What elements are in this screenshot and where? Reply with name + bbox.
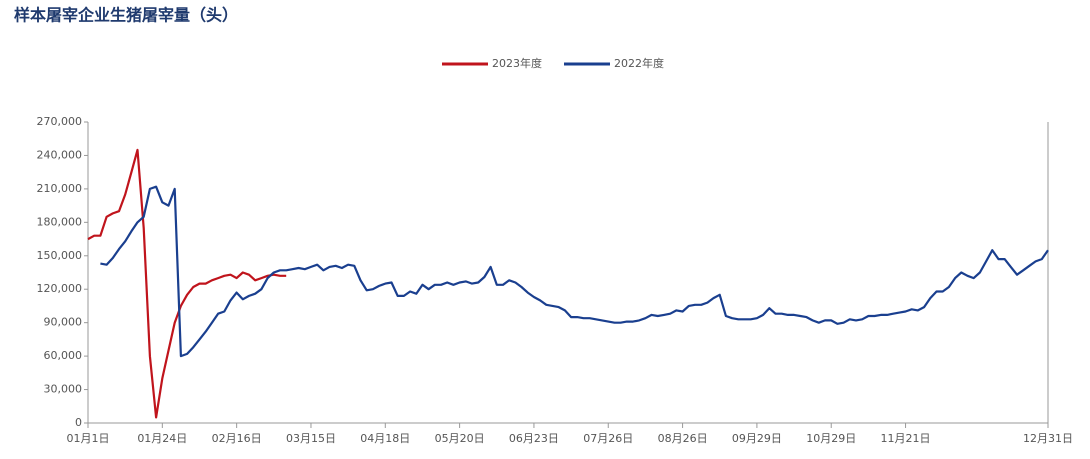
- y-tick-label: 30,000: [44, 383, 83, 396]
- x-tick-label: 08月26日: [658, 432, 708, 445]
- y-tick-label: 0: [75, 416, 82, 429]
- y-tick-label: 240,000: [37, 148, 83, 161]
- x-tick-label: 04月18日: [360, 432, 410, 445]
- series-line: [87, 148, 287, 419]
- y-tick-label: 180,000: [37, 215, 83, 228]
- chart-title: 样本屠宰企业生猪屠宰量（头）: [14, 6, 238, 25]
- y-tick-label: 270,000: [37, 115, 83, 128]
- legend-label: 2022年度: [614, 56, 664, 70]
- y-tick-label: 60,000: [44, 349, 83, 362]
- series-line: [100, 185, 1049, 358]
- y-tick-label: 90,000: [44, 316, 83, 329]
- x-tick-label: 12月31日: [1023, 432, 1073, 445]
- x-tick-label: 01月1日: [67, 432, 110, 445]
- y-tick-label: 150,000: [37, 249, 83, 262]
- x-tick-label: 03月15日: [286, 432, 336, 445]
- x-tick-label: 02月16日: [212, 432, 262, 445]
- x-tick-label: 01月24日: [137, 432, 187, 445]
- y-tick-label: 210,000: [37, 182, 83, 195]
- x-tick-label: 11月21日: [881, 432, 931, 445]
- x-tick-label: 10月29日: [806, 432, 856, 445]
- x-tick-label: 06月23日: [509, 432, 559, 445]
- x-tick-label: 07月26日: [583, 432, 633, 445]
- x-tick-label: 09月29日: [732, 432, 782, 445]
- y-tick-label: 120,000: [37, 282, 83, 295]
- x-tick-label: 05月20日: [435, 432, 485, 445]
- legend-label: 2023年度: [492, 56, 542, 70]
